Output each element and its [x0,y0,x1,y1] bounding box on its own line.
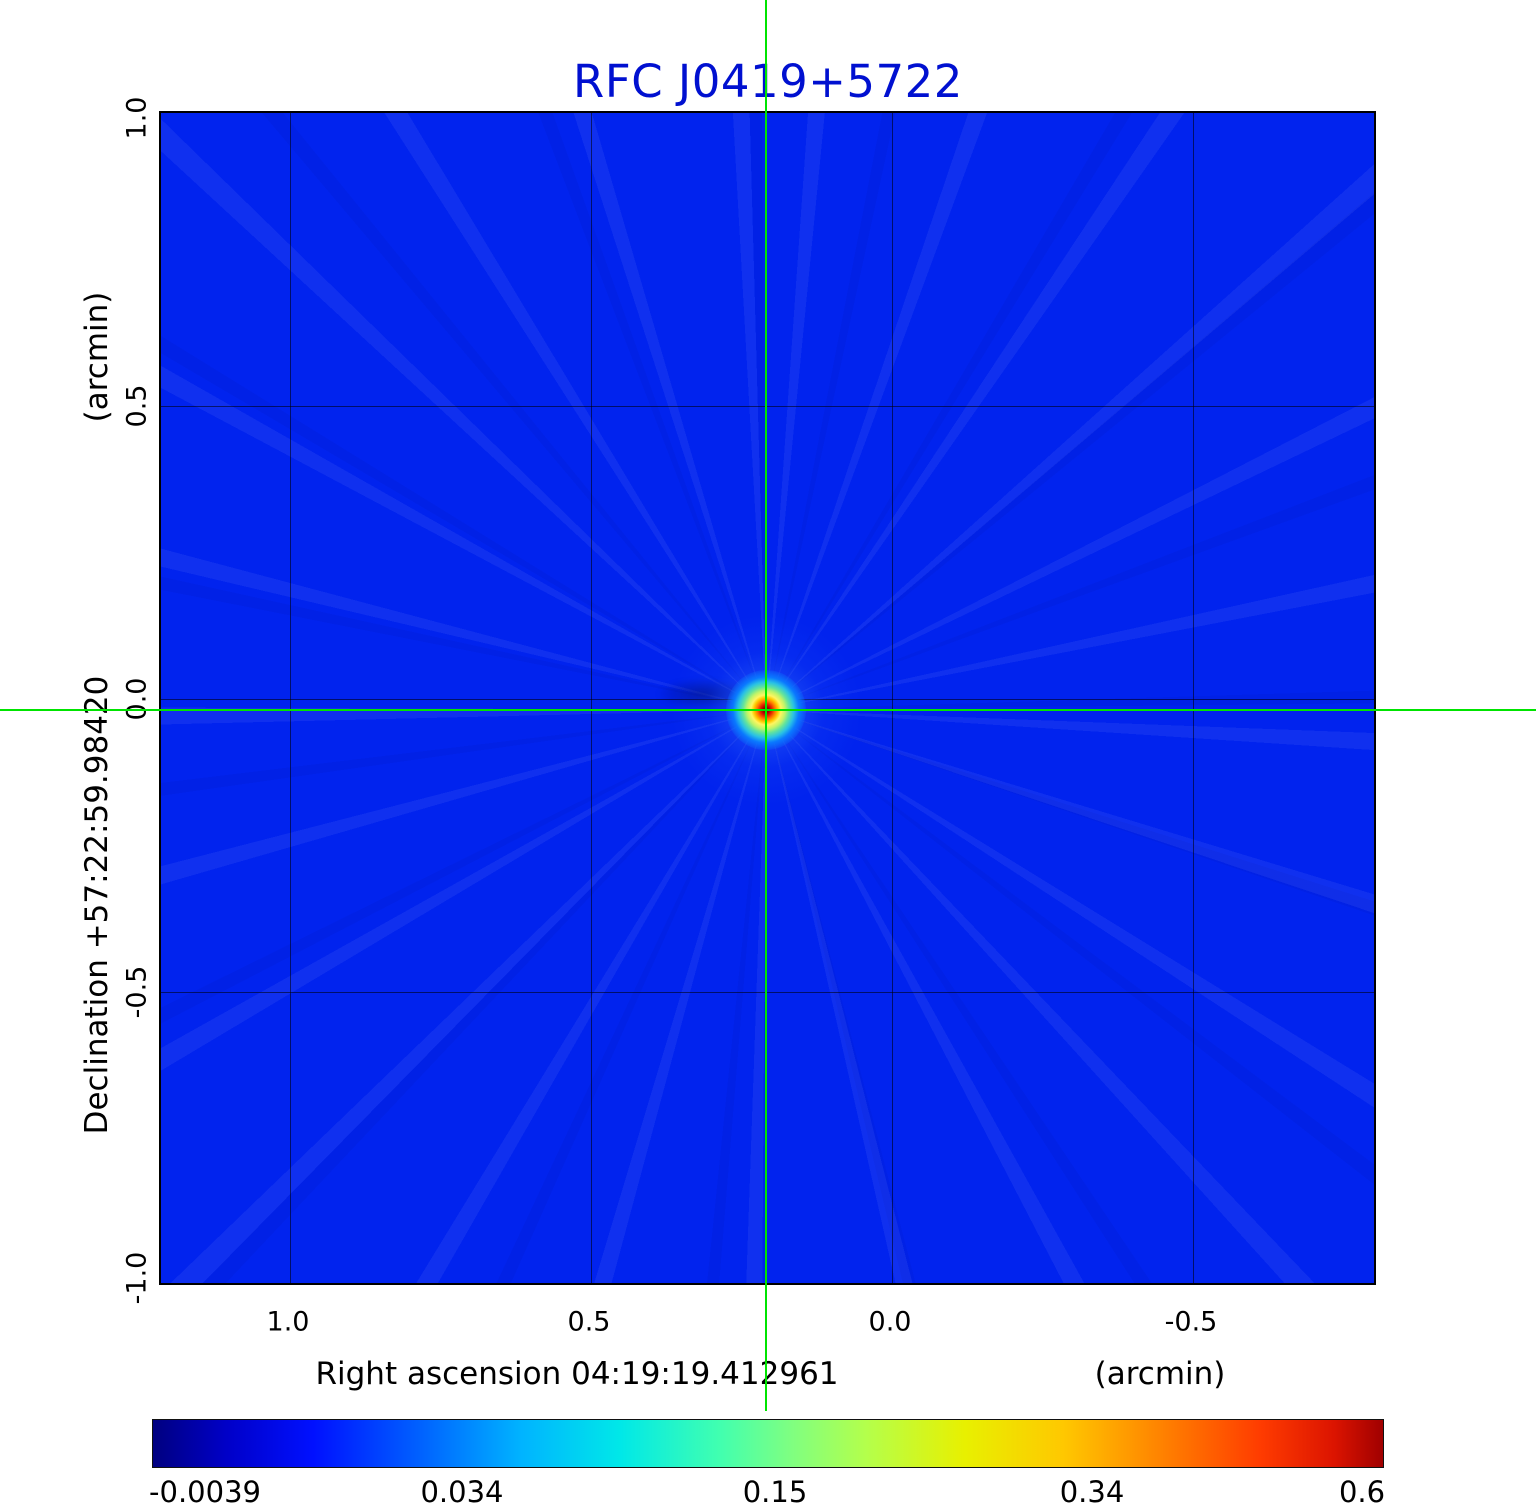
x-axis-unit-label: (arcmin) [1094,1356,1226,1392]
grid-line [591,113,592,1283]
x-tick-label: -0.5 [1164,1306,1218,1338]
colorbar-tick-label: 0.15 [742,1475,808,1509]
colorbar-tick-label: 0.034 [420,1475,504,1509]
grid-line [161,406,1374,407]
x-axis-label: Right ascension 04:19:19.412961 [315,1356,839,1392]
y-tick-label: -1.0 [121,1251,153,1305]
plot-area [159,111,1376,1285]
y-axis-label: Declination +57:22:59.98420 [79,675,115,1135]
grid-line [161,992,1374,993]
colorbar-tick-label: 0.6 [1338,1475,1386,1509]
x-tick-label: 1.0 [266,1306,310,1338]
crosshair-vertical-line [765,0,767,1411]
grid-line [1193,113,1194,1283]
y-axis-unit-label: (arcmin) [79,291,115,423]
y-tick-label: 0.0 [121,677,153,721]
y-tick-label: 1.0 [121,96,153,140]
y-tick-label: 0.5 [121,384,153,428]
grid-line [892,113,893,1283]
grid-line [290,113,291,1283]
y-tick-label: -0.5 [121,965,153,1019]
colorbar-tick-label: 0.34 [1059,1475,1125,1509]
plot-title: RFC J0419+5722 [573,55,963,108]
x-tick-label: 0.0 [868,1306,912,1338]
x-tick-label: 0.5 [567,1306,611,1338]
colorbar-tick-label: -0.0039 [149,1475,261,1509]
colorbar [152,1419,1384,1468]
crosshair-horizontal-line [0,709,1536,711]
